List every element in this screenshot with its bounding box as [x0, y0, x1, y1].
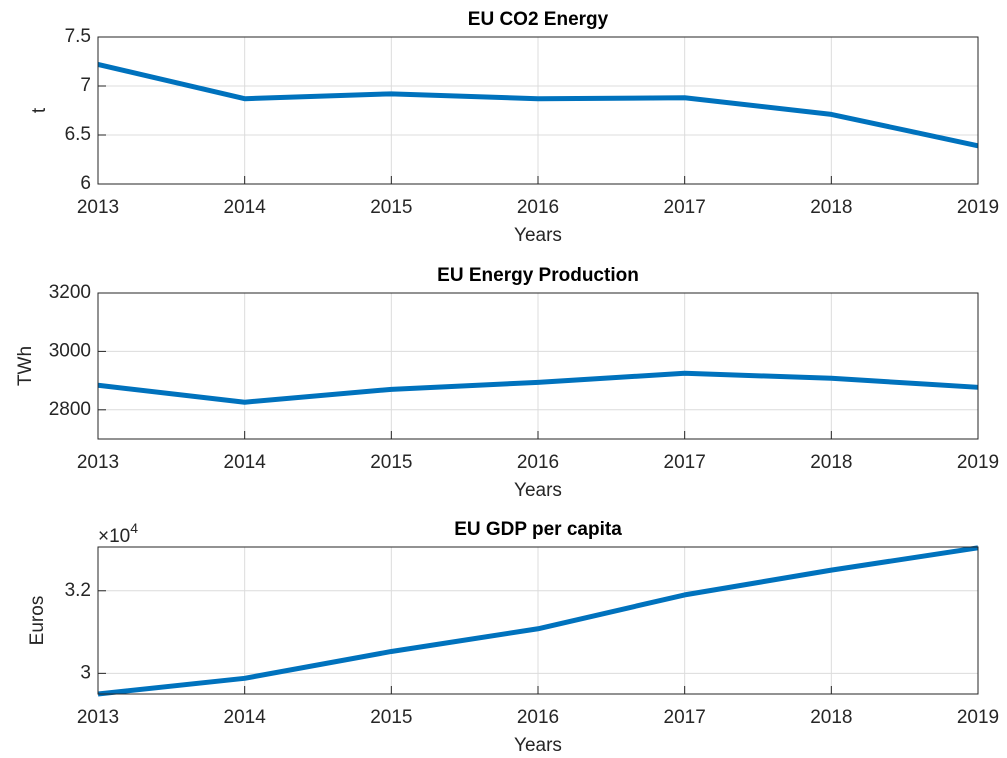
x-tick-label: 2018 [810, 707, 852, 728]
x-axis-label: Years [514, 480, 562, 501]
x-tick-label: 2019 [957, 197, 999, 218]
x-tick-label: 2018 [810, 452, 852, 473]
y-axis-label: Euros [27, 596, 48, 646]
y-tick-label: 7.5 [65, 26, 91, 47]
y-axis-label: TWh [15, 346, 36, 386]
x-tick-label: 2013 [77, 707, 119, 728]
y-tick-label: 3 [80, 662, 91, 683]
y-tick-label: 3200 [49, 282, 91, 303]
y-tick-label: 3.2 [65, 580, 91, 601]
x-axis-label: Years [514, 225, 562, 246]
x-tick-label: 2013 [77, 452, 119, 473]
x-tick-label: 2019 [957, 452, 999, 473]
y-axis-label: t [29, 107, 50, 113]
x-axis-label: Years [514, 735, 562, 756]
x-tick-label: 2014 [224, 197, 267, 218]
x-tick-label: 2017 [664, 197, 706, 218]
axes-frame [97, 546, 979, 695]
x-tick-label: 2017 [664, 452, 706, 473]
data-line [97, 545, 979, 697]
x-tick-label: 2016 [517, 707, 559, 728]
y-multiplier: ×104 [98, 520, 138, 547]
x-tick-label: 2014 [224, 452, 267, 473]
x-tick-label: 2014 [224, 707, 267, 728]
axes-frame [97, 36, 979, 185]
y-tick-label: 6 [80, 173, 91, 194]
x-tick-label: 2013 [77, 197, 119, 218]
y-tick-label: 7 [80, 75, 91, 96]
axes-frame [97, 292, 979, 440]
chart-title: EU GDP per capita [454, 519, 622, 540]
y-tick-label: 6.5 [65, 124, 91, 145]
x-tick-label: 2016 [517, 197, 559, 218]
x-tick-label: 2015 [370, 452, 412, 473]
x-tick-label: 2015 [370, 197, 412, 218]
multiplier-base: ×10 [98, 526, 130, 547]
x-tick-label: 2015 [370, 707, 412, 728]
x-tick-label: 2018 [810, 197, 852, 218]
y-tick-label: 3000 [49, 340, 91, 361]
y-tick-label: 2800 [49, 399, 91, 420]
chart-title: EU CO2 Energy [468, 9, 609, 30]
data-line [97, 62, 979, 149]
data-line [97, 370, 979, 405]
multiplier-power: 4 [130, 520, 138, 536]
x-tick-label: 2016 [517, 452, 559, 473]
x-tick-label: 2017 [664, 707, 706, 728]
chart-title: EU Energy Production [437, 265, 639, 286]
x-tick-label: 2019 [957, 707, 999, 728]
